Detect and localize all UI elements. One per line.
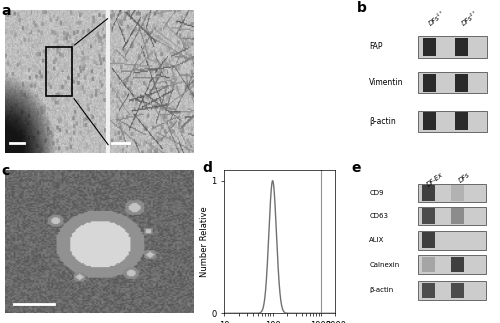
Bar	[452, 208, 464, 224]
Bar	[452, 283, 464, 298]
Bar	[456, 112, 468, 130]
Text: DFs²˃: DFs²˃	[460, 11, 478, 27]
Bar	[418, 36, 488, 58]
Bar	[418, 255, 486, 274]
Bar	[418, 231, 486, 250]
Bar	[422, 283, 434, 298]
Text: CD9: CD9	[370, 190, 384, 196]
Text: a: a	[1, 4, 11, 18]
Text: ALIX: ALIX	[370, 237, 384, 243]
Bar	[422, 185, 434, 201]
Text: c: c	[1, 164, 10, 178]
Text: DFs¹˃: DFs¹˃	[428, 11, 446, 27]
Text: d: d	[202, 162, 212, 175]
Bar	[452, 185, 464, 201]
Bar	[418, 184, 486, 202]
Y-axis label: Number Relative: Number Relative	[200, 206, 208, 277]
Text: e: e	[352, 162, 361, 175]
Bar	[46, 47, 72, 96]
Text: FAP: FAP	[370, 42, 383, 51]
Text: b: b	[356, 1, 366, 15]
Bar	[418, 207, 486, 225]
Bar	[452, 232, 464, 248]
Text: DFs: DFs	[458, 172, 471, 184]
Text: Vimentin: Vimentin	[370, 78, 404, 87]
Bar	[452, 257, 464, 273]
Bar	[456, 38, 468, 56]
Bar	[418, 111, 488, 132]
Text: CD63: CD63	[370, 213, 388, 219]
Bar	[422, 232, 434, 248]
Bar	[423, 74, 436, 92]
Bar	[423, 112, 436, 130]
Bar	[456, 74, 468, 92]
Bar	[422, 257, 434, 273]
Bar	[418, 281, 486, 300]
Bar	[418, 72, 488, 93]
Text: β-actin: β-actin	[370, 287, 394, 293]
Bar	[422, 208, 434, 224]
Text: DF-Ex: DF-Ex	[426, 172, 444, 188]
Bar	[423, 38, 436, 56]
Text: β-actin: β-actin	[370, 117, 396, 126]
Text: Calnexin: Calnexin	[370, 262, 400, 268]
